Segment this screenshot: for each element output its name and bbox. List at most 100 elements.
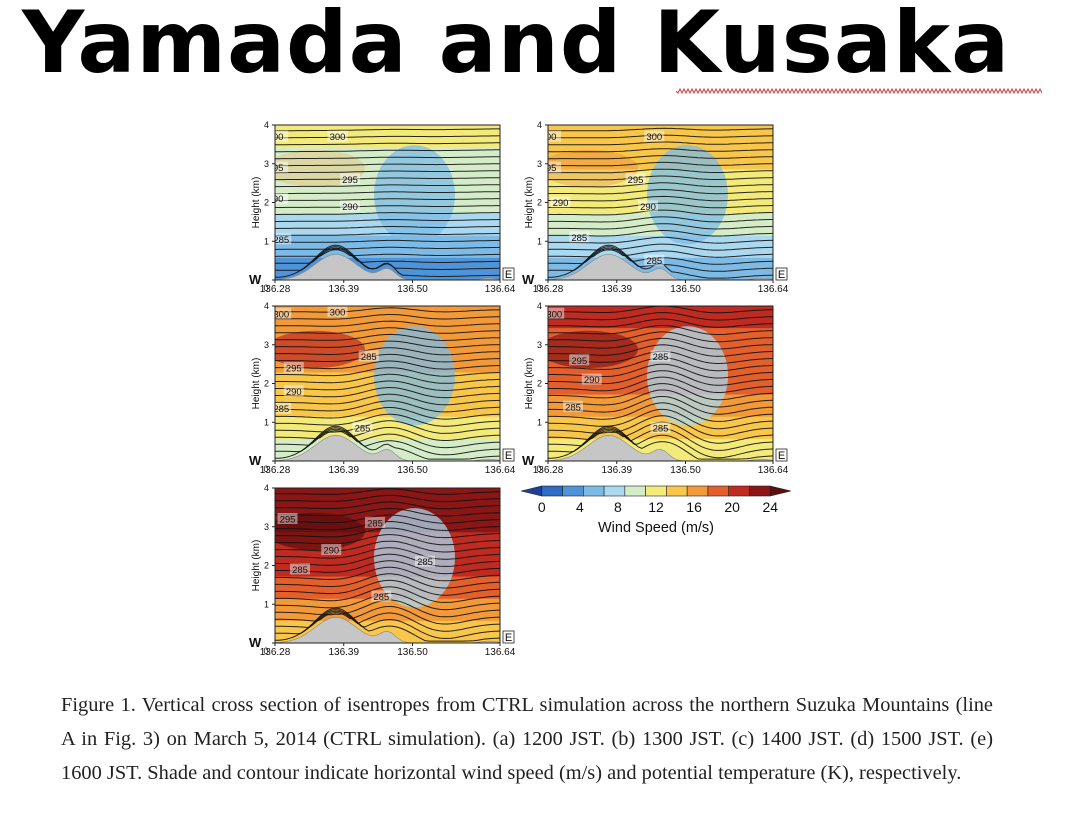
x-tick-label: 136.28 (260, 647, 291, 658)
contour-label: 295 (342, 175, 358, 186)
contour-label: 300 (330, 132, 346, 143)
contour-label: 290 (342, 202, 358, 213)
colorbar-tick-label: 8 (614, 499, 622, 515)
plot-area: 300 295 290 285 285 285 (546, 306, 773, 461)
y-tick-label: 3 (264, 159, 269, 169)
y-axis-label: Height (km) (251, 177, 262, 229)
plot-area: 300 295 290 285 290 285 00 95 (546, 125, 773, 280)
west-marker: W (249, 272, 262, 287)
y-tick-label: 0 (536, 464, 541, 474)
colorbar-swatch (666, 485, 688, 497)
x-tick-label: 136.28 (260, 284, 291, 295)
east-marker: E (505, 632, 512, 644)
west-marker: W (522, 272, 535, 287)
y-tick-label: 0 (536, 283, 541, 293)
x-tick-label: 136.39 (328, 284, 359, 295)
y-tick-label: 0 (263, 283, 268, 293)
y-tick-label: 3 (537, 340, 542, 350)
contour-label: 300 (546, 309, 562, 320)
x-tick-label: 136.64 (758, 465, 789, 476)
y-tick-label: 4 (264, 120, 269, 130)
y-tick-label: 4 (264, 483, 269, 493)
panel-b: 300 295 290 285 290 285 00 95 1 2 3 4 0 Height (km) 13… (517, 118, 792, 298)
y-tick-label: 4 (264, 301, 269, 311)
y-tick-label: 4 (537, 301, 542, 311)
contour-label: 285 (367, 518, 383, 529)
contour-label: 300 (330, 307, 346, 318)
colorbar-tick-label: 20 (724, 499, 740, 515)
west-marker: W (249, 635, 262, 650)
y-axis-label: Height (km) (524, 177, 535, 229)
east-marker: E (505, 450, 512, 462)
contour-label: 95 (546, 163, 557, 174)
panel-d: 300 295 290 285 285 285 1 2 3 4 0 Height (km) 136.28… (517, 299, 792, 479)
colorbar-swatch (562, 485, 584, 497)
contour-label: 90 (273, 194, 284, 205)
plot-area: 300 295 290 285 00 95 90 (273, 125, 500, 280)
y-tick-label: 1 (264, 599, 269, 609)
colorbar-swatch (520, 485, 543, 497)
contour-label: 285 (273, 404, 289, 415)
east-marker: E (778, 269, 785, 281)
y-tick-label: 3 (264, 522, 269, 532)
x-tick-label: 136.64 (485, 647, 516, 658)
y-tick-label: 1 (537, 236, 542, 246)
contour-label: 285 (653, 352, 669, 363)
x-tick-label: 136.50 (670, 465, 701, 476)
plot-area: 295 290 285 285 285 285 (275, 488, 500, 643)
colorbar-swatch (583, 485, 605, 497)
plot-area: 300 295 290 285 285 285 300 (273, 306, 500, 461)
y-axis-label: Height (km) (251, 358, 262, 410)
contour-label: 300 (273, 309, 289, 320)
x-tick-label: 136.39 (328, 465, 359, 476)
contour-label: 290 (553, 198, 569, 209)
x-tick-label: 136.64 (485, 465, 516, 476)
y-tick-label: 3 (264, 340, 269, 350)
y-tick-label: 0 (263, 646, 268, 656)
contour-label: 285 (571, 233, 587, 244)
x-tick-label: 136.28 (533, 465, 564, 476)
colorbar-swatch (541, 485, 563, 497)
east-marker: E (778, 450, 785, 462)
contour-label: 285 (417, 557, 433, 568)
x-tick-label: 136.50 (397, 465, 428, 476)
x-tick-label: 136.50 (670, 284, 701, 295)
x-tick-label: 136.64 (758, 284, 789, 295)
colorbar-swatch (624, 485, 646, 497)
colorbar-swatch (686, 485, 709, 497)
west-marker: W (249, 453, 262, 468)
x-tick-label: 136.39 (601, 284, 632, 295)
y-tick-label: 2 (264, 379, 269, 389)
x-tick-label: 136.39 (601, 465, 632, 476)
x-tick-label: 136.28 (260, 465, 291, 476)
colorbar-tick-label: 0 (538, 499, 546, 515)
contour-label: 290 (584, 375, 600, 386)
y-tick-label: 2 (264, 198, 269, 208)
colorbar-swatch (749, 485, 771, 497)
x-tick-label: 136.50 (397, 284, 428, 295)
contour-label: 285 (355, 424, 371, 435)
colorbar-tick-label: 16 (686, 499, 702, 515)
colorbar-swatch (645, 485, 667, 497)
contour-label: 295 (280, 515, 296, 526)
y-tick-label: 0 (263, 464, 268, 474)
colorbar-swatch (707, 485, 729, 497)
contour-label: 285 (273, 235, 289, 246)
y-axis-label: Height (km) (524, 358, 535, 410)
contour-label: 285 (373, 592, 389, 603)
contour-label: 300 (646, 132, 662, 143)
contour-label: 290 (286, 387, 302, 398)
y-axis-label: Height (km) (251, 540, 262, 592)
colorbar-swatch (728, 485, 750, 497)
colorbar-swatch (769, 485, 792, 497)
contour-label: 285 (646, 256, 662, 267)
y-tick-label: 1 (264, 417, 269, 427)
colorbar: 0 4 8 12 16 20 24 Wind Speed (m/s) (515, 484, 805, 545)
y-tick-label: 2 (537, 379, 542, 389)
panel-a: 300 295 290 285 00 95 90 1 2 3 4 0 Height (km) 136.28… (244, 118, 519, 298)
y-tick-label: 2 (537, 198, 542, 208)
y-tick-label: 3 (537, 159, 542, 169)
contour-label: 285 (653, 424, 669, 435)
x-tick-label: 136.28 (533, 284, 564, 295)
contour-label: 295 (628, 175, 644, 186)
